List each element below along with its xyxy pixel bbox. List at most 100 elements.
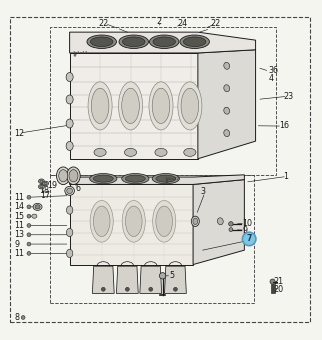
Circle shape <box>27 233 31 237</box>
Text: 3: 3 <box>200 187 205 196</box>
Ellipse shape <box>32 214 37 218</box>
Ellipse shape <box>149 82 173 130</box>
Ellipse shape <box>93 206 110 237</box>
Text: 22: 22 <box>210 19 220 28</box>
Ellipse shape <box>59 170 68 182</box>
Ellipse shape <box>122 201 145 242</box>
Ellipse shape <box>124 148 137 156</box>
Ellipse shape <box>118 82 143 130</box>
Circle shape <box>229 222 233 226</box>
Ellipse shape <box>224 62 230 69</box>
Text: 7: 7 <box>246 235 252 243</box>
Ellipse shape <box>149 35 179 49</box>
Text: 23: 23 <box>283 92 294 101</box>
Text: 13: 13 <box>14 230 24 239</box>
Ellipse shape <box>66 119 73 128</box>
Ellipse shape <box>155 148 167 156</box>
Ellipse shape <box>67 188 72 193</box>
Bar <box>271 285 275 293</box>
Circle shape <box>27 195 31 199</box>
Ellipse shape <box>66 95 73 104</box>
Text: 16: 16 <box>279 121 289 130</box>
Text: 14: 14 <box>14 202 24 211</box>
Polygon shape <box>70 32 256 53</box>
Circle shape <box>159 273 166 279</box>
Ellipse shape <box>67 167 80 185</box>
Ellipse shape <box>153 37 175 47</box>
Ellipse shape <box>122 173 149 184</box>
Polygon shape <box>193 180 244 265</box>
Ellipse shape <box>33 203 42 210</box>
Circle shape <box>27 214 31 218</box>
Text: 24: 24 <box>177 19 187 28</box>
Text: 1: 1 <box>283 172 289 181</box>
Ellipse shape <box>193 218 198 224</box>
Polygon shape <box>198 50 256 159</box>
Ellipse shape <box>178 82 202 130</box>
Polygon shape <box>92 266 114 293</box>
Ellipse shape <box>125 175 145 182</box>
Ellipse shape <box>91 88 109 123</box>
Text: 36: 36 <box>269 66 279 75</box>
Ellipse shape <box>90 201 113 242</box>
Circle shape <box>101 287 105 291</box>
Ellipse shape <box>180 35 209 49</box>
Ellipse shape <box>122 88 139 123</box>
Text: #: # <box>72 53 76 58</box>
Text: 5: 5 <box>169 271 175 280</box>
Text: 19: 19 <box>47 181 57 190</box>
Text: 2: 2 <box>157 17 162 26</box>
Text: 1p1u13: 1p1u13 <box>72 51 88 55</box>
Ellipse shape <box>93 175 113 182</box>
Ellipse shape <box>69 170 78 182</box>
Text: 3: 3 <box>64 188 69 197</box>
Text: 9: 9 <box>242 226 248 235</box>
Ellipse shape <box>156 175 176 182</box>
Text: 9: 9 <box>14 240 19 249</box>
Ellipse shape <box>224 107 230 114</box>
Text: 11: 11 <box>14 193 24 202</box>
Ellipse shape <box>66 249 73 257</box>
Ellipse shape <box>56 167 70 185</box>
Text: 8: 8 <box>14 313 19 322</box>
Circle shape <box>149 287 153 291</box>
Text: 6: 6 <box>75 184 80 193</box>
Circle shape <box>27 223 31 227</box>
Ellipse shape <box>66 72 73 82</box>
Ellipse shape <box>39 179 44 184</box>
Ellipse shape <box>88 82 112 130</box>
Circle shape <box>125 287 129 291</box>
Text: 4: 4 <box>269 74 274 83</box>
Ellipse shape <box>184 37 206 47</box>
Polygon shape <box>140 266 162 293</box>
Ellipse shape <box>40 185 43 188</box>
Ellipse shape <box>181 88 199 123</box>
Ellipse shape <box>152 173 179 184</box>
Circle shape <box>229 228 233 232</box>
Text: 22: 22 <box>99 19 109 28</box>
Ellipse shape <box>39 184 44 189</box>
Circle shape <box>270 279 275 284</box>
Text: 17: 17 <box>41 191 51 200</box>
Ellipse shape <box>191 216 199 226</box>
Ellipse shape <box>43 181 49 186</box>
Ellipse shape <box>184 148 196 156</box>
Text: 15: 15 <box>14 212 24 221</box>
Circle shape <box>27 252 31 255</box>
Polygon shape <box>70 175 244 184</box>
Ellipse shape <box>119 35 148 49</box>
Ellipse shape <box>125 206 142 237</box>
Ellipse shape <box>66 206 73 214</box>
Circle shape <box>174 287 177 291</box>
Text: 18: 18 <box>39 186 49 195</box>
Ellipse shape <box>66 141 73 150</box>
Text: 21: 21 <box>274 277 284 286</box>
Text: 11: 11 <box>14 221 24 230</box>
Ellipse shape <box>152 88 170 123</box>
Ellipse shape <box>217 218 223 225</box>
Text: 12: 12 <box>14 129 24 138</box>
Text: 1p0u12: 1p0u12 <box>164 177 179 181</box>
Circle shape <box>27 205 31 209</box>
Ellipse shape <box>65 186 74 195</box>
Ellipse shape <box>40 180 43 183</box>
